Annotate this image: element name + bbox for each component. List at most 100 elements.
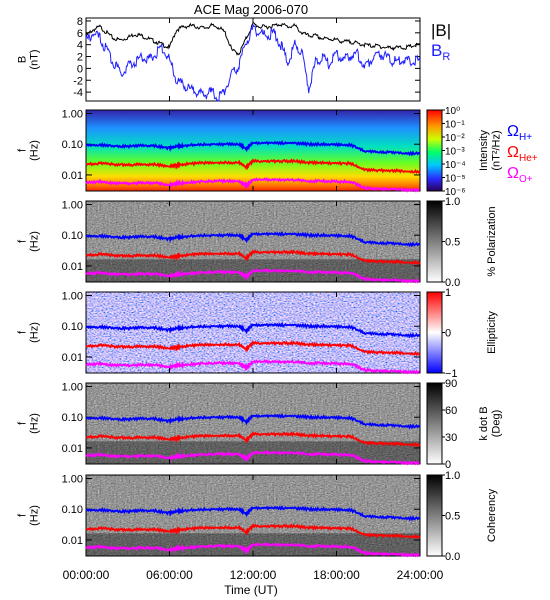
colorbar-tick-label: 10⁻⁶ [445, 187, 466, 198]
legend-omega-he-symbol: Ω [507, 144, 519, 161]
y-tick-label: 8 [77, 16, 83, 28]
b-r-line [85, 22, 421, 102]
omega-h-line [85, 321, 421, 339]
x-tick-label: 18:00:00 [313, 568, 360, 582]
x-axis: 00:00:00 06:00:00 12:00:00 18:00:00 24:00:00 [63, 568, 444, 582]
omega-he-line [85, 523, 421, 540]
legend-omega-o-sub: O+ [519, 174, 533, 185]
omega-o-line [85, 450, 421, 466]
y-tick-label: 1.00 [62, 474, 83, 486]
omega-o-line [85, 268, 421, 284]
omega-o-line [85, 177, 421, 193]
y-tick-label: 0.01 [62, 535, 83, 547]
legend-omega-he: ΩHe+ [507, 144, 538, 164]
colorbar-tick-label: 10⁻⁴ [445, 160, 466, 171]
omega-he-line [85, 431, 421, 448]
panel-coherency: f(Hz) 1.00 0.10 0.01 1.0 0.5 0.0 Coherency [17, 470, 498, 563]
y-axis-label-line: (nT) [29, 49, 41, 69]
colorbar-tick-label: 0.0 [445, 277, 460, 289]
colorbar-tick-label: 0.0 [445, 551, 460, 563]
y-tick-label: 1.00 [62, 200, 83, 212]
omega-o-line [85, 542, 421, 558]
colorbar-title: Ellipticity [486, 311, 498, 354]
coherency-colorbar [426, 474, 443, 557]
colorbar-tick-label: 30 [445, 432, 457, 444]
omega-h-line [85, 230, 421, 248]
legend-omega-o: ΩO+ [507, 165, 533, 185]
y-tick-label: 0.01 [62, 352, 83, 364]
x-tick-label: 06:00:00 [146, 568, 193, 582]
legend-b-r-main: B [431, 41, 442, 60]
omega-he-line [85, 158, 421, 175]
colorbar-tick-label: 0 [445, 459, 451, 471]
panel-kdotb: f(Hz) 1.00 0.10 0.01 90 60 30 0 k dot B(Deg) [17, 378, 503, 471]
y-axis-label: f(Hz) [17, 322, 41, 343]
y-axis-label: f(Hz) [17, 231, 41, 252]
colorbar-title: k dot B(Deg) [478, 406, 502, 440]
y-axis-label: f(Hz) [17, 505, 41, 526]
panel-polarization: f(Hz) 1.00 0.10 0.01 1.0 0.5 0.0 % Polarization [17, 196, 498, 289]
legend-b-r-sub: R [442, 51, 450, 63]
colorbar-tick-label: 60 [445, 405, 457, 417]
y-axis-label-line: (Hz) [29, 505, 41, 526]
intensity-colorbar [426, 109, 443, 192]
y-axis-label-line: (Hz) [29, 413, 41, 434]
panel-frame [85, 17, 421, 102]
colorbar-tick-label: 10⁻³ [445, 147, 465, 158]
legend-omega-he-sub: He+ [519, 153, 538, 164]
colorbar-title-line: Intensity [478, 130, 490, 171]
b-legend: |B| BR [431, 21, 451, 63]
y-axis-label-line: f [17, 421, 29, 425]
colorbar-tick-label: 0.5 [445, 511, 460, 523]
colorbar-tick-label: 90 [445, 378, 457, 390]
omega-he-line [85, 249, 421, 266]
y-axis-label-line: B [17, 56, 29, 63]
kdotb-colorbar [426, 382, 443, 465]
colorbar-tick-label: 1.0 [445, 196, 460, 208]
colorbar-title-line: Coherency [486, 488, 498, 542]
colorbar-tick-label: 10⁻² [445, 133, 465, 144]
panels: B(nT)86420-2-4f(Hz)1.000.100.0110⁰10⁻¹10… [17, 16, 503, 563]
legend-omega-h-symbol: Ω [507, 123, 519, 140]
colorbar-tick-label: 10⁻¹ [445, 120, 465, 131]
colorbar-title: Coherency [486, 488, 498, 542]
y-tick-label: 0.10 [62, 230, 83, 242]
y-axis-label-line: f [17, 239, 29, 243]
y-tick-label: 1.00 [62, 382, 83, 394]
omega-h-line [85, 139, 421, 157]
y-axis-label-line: f [17, 330, 29, 334]
colorbar-title-line: k dot B [478, 406, 490, 440]
y-tick-label: 0.10 [62, 139, 83, 151]
colorbar-tick-label: 1.0 [445, 470, 460, 482]
colorbar-tick-label: 1 [445, 287, 451, 299]
panel-ellipticity: f(Hz) 1.00 0.10 0.01 1 0 −1 Ellipticity [17, 287, 498, 380]
legend-omega-h-sub: H+ [519, 132, 532, 143]
y-tick-label: 0.01 [62, 261, 83, 273]
omega-h-line [85, 504, 421, 522]
colorbar-title-line: Ellipticity [486, 311, 498, 354]
legend-b-r: BR [431, 41, 450, 63]
y-axis-label: B(nT) [17, 49, 41, 69]
x-tick-label: 00:00:00 [63, 568, 110, 582]
legend-omega-h: ΩH+ [507, 123, 532, 143]
y-tick-label: -4 [73, 87, 83, 99]
colorbar-title: % Polarization [486, 206, 498, 276]
y-tick-label: 1.00 [62, 109, 83, 121]
chart-title: ACE Mag 2006-070 [194, 2, 308, 17]
y-tick-label: 0.10 [62, 504, 83, 516]
x-tick-label: 24:00:00 [397, 568, 444, 582]
x-axis-label: Time (UT) [224, 583, 278, 597]
colorbar-tick-label: 10⁰ [445, 106, 460, 117]
y-tick-label: 2 [77, 52, 83, 64]
polarization-colorbar [426, 200, 443, 283]
y-tick-label: 0.01 [62, 170, 83, 182]
cyclotron-legend: ΩH+ ΩHe+ ΩO+ [507, 123, 538, 185]
colorbar-title-line: (nT²/Hz) [490, 130, 502, 170]
colorbar-tick-label: 10⁻⁵ [445, 174, 466, 185]
colorbar-title-line: % Polarization [486, 206, 498, 276]
colorbar-title-line: (Deg) [490, 410, 502, 438]
y-tick-label: 4 [77, 40, 83, 52]
x-tick-label: 12:00:00 [230, 568, 277, 582]
